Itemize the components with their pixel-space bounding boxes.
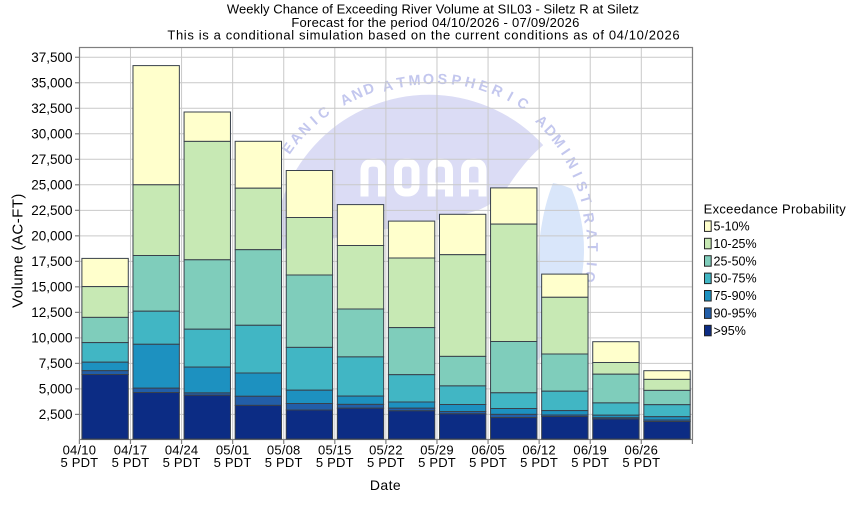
svg-text:M: M: [408, 73, 421, 90]
svg-text:This is a conditional simulati: This is a conditional simulation based o…: [167, 28, 680, 43]
svg-text:05/29: 05/29: [420, 442, 454, 457]
svg-text:A: A: [582, 228, 599, 240]
svg-text:06/19: 06/19: [573, 442, 607, 457]
svg-text:5 PDT: 5 PDT: [265, 455, 303, 470]
svg-text:H: H: [463, 74, 477, 92]
svg-text:25-50%: 25-50%: [714, 254, 757, 268]
svg-text:05/15: 05/15: [318, 442, 352, 457]
svg-text:>95%: >95%: [714, 324, 746, 338]
svg-text:R: R: [579, 212, 597, 226]
svg-text:S: S: [437, 72, 448, 89]
svg-text:7,500: 7,500: [39, 356, 73, 371]
svg-text:5 PDT: 5 PDT: [163, 455, 201, 470]
svg-text:90-95%: 90-95%: [714, 307, 757, 321]
svg-text:10,000: 10,000: [31, 331, 72, 346]
svg-text:T: T: [584, 243, 600, 252]
svg-text:5 PDT: 5 PDT: [316, 455, 354, 470]
svg-text:T: T: [395, 75, 406, 92]
svg-text:A: A: [381, 78, 395, 96]
svg-text:P: P: [450, 72, 463, 89]
svg-text:10-25%: 10-25%: [714, 237, 757, 251]
svg-text:32,500: 32,500: [31, 101, 72, 116]
svg-text:5 PDT: 5 PDT: [469, 455, 507, 470]
svg-text:O: O: [423, 72, 434, 88]
svg-text:05/01: 05/01: [216, 442, 250, 457]
svg-text:30,000: 30,000: [31, 127, 72, 142]
svg-text:5 PDT: 5 PDT: [622, 455, 660, 470]
svg-text:22,500: 22,500: [31, 203, 72, 218]
svg-text:5 PDT: 5 PDT: [60, 455, 98, 470]
svg-text:27,500: 27,500: [31, 152, 72, 167]
svg-text:I: I: [583, 261, 599, 267]
svg-text:06/05: 06/05: [471, 442, 505, 457]
svg-text:5 PDT: 5 PDT: [418, 455, 456, 470]
svg-text:06/12: 06/12: [522, 442, 556, 457]
svg-text:04/24: 04/24: [165, 442, 199, 457]
svg-text:15,000: 15,000: [31, 280, 72, 295]
svg-text:5-10%: 5-10%: [714, 220, 750, 234]
svg-text:5 PDT: 5 PDT: [112, 455, 150, 470]
svg-text:05/22: 05/22: [369, 442, 403, 457]
svg-text:2,500: 2,500: [39, 407, 73, 422]
svg-text:37,500: 37,500: [31, 50, 72, 65]
svg-text:25,000: 25,000: [31, 178, 72, 193]
svg-text:5,000: 5,000: [39, 382, 73, 397]
svg-text:Forecast for the period 04/10/: Forecast for the period 04/10/2026 - 07/…: [291, 15, 579, 30]
svg-text:5 PDT: 5 PDT: [214, 455, 252, 470]
svg-text:D: D: [361, 80, 376, 99]
svg-text:Exceedance Probability: Exceedance Probability: [704, 202, 847, 217]
svg-text:5 PDT: 5 PDT: [571, 455, 609, 470]
svg-text:04/10: 04/10: [63, 442, 97, 457]
svg-text:Volume (AC-FT): Volume (AC-FT): [10, 193, 27, 308]
svg-text:I: I: [568, 170, 584, 181]
svg-text:05/08: 05/08: [267, 442, 301, 457]
svg-text:Weekly Chance of Exceeding Riv: Weekly Chance of Exceeding River Volume …: [227, 2, 639, 17]
svg-text:04/17: 04/17: [114, 442, 148, 457]
svg-text:5 PDT: 5 PDT: [520, 455, 558, 470]
svg-text:75-90%: 75-90%: [714, 289, 757, 303]
svg-text:I: I: [504, 89, 515, 105]
svg-text:35,000: 35,000: [31, 76, 72, 91]
svg-text:50-75%: 50-75%: [714, 272, 757, 286]
svg-text:20,000: 20,000: [31, 229, 72, 244]
svg-text:12,500: 12,500: [31, 305, 72, 320]
svg-text:5 PDT: 5 PDT: [367, 455, 405, 470]
svg-text:17,500: 17,500: [31, 254, 72, 269]
svg-text:06/26: 06/26: [625, 442, 659, 457]
svg-text:Date: Date: [370, 477, 401, 493]
